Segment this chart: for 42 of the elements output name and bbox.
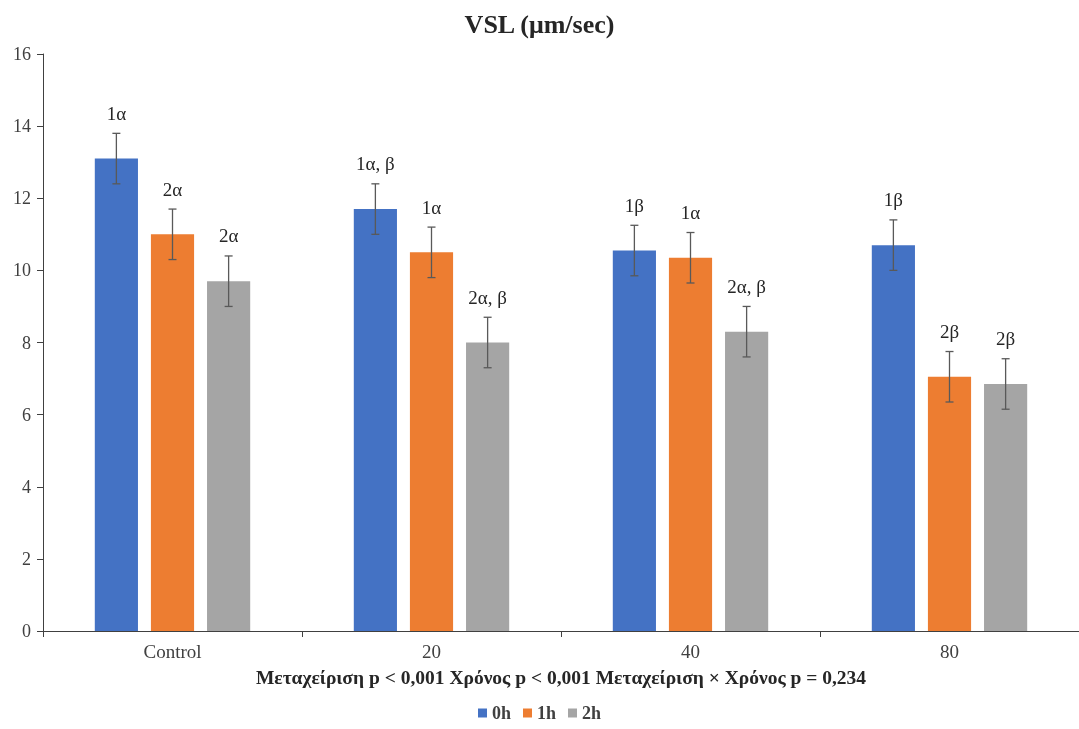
legend-label: 0h: [491, 703, 511, 723]
x-tick-label: 80: [940, 641, 959, 662]
x-tick-label: Control: [143, 641, 202, 662]
annotation: 2β: [996, 328, 1016, 350]
bar: [612, 250, 656, 631]
y-tick-label: 14: [13, 116, 31, 137]
bar: [668, 257, 713, 631]
bar: [94, 158, 138, 631]
annotation: 2β: [939, 321, 960, 343]
legend-label: 2h: [582, 703, 602, 723]
x-tick-label: 40: [681, 641, 700, 662]
annotation: 1α, β: [356, 153, 395, 175]
y-tick-label: 0: [22, 621, 31, 641]
annotation: 2α, β: [727, 275, 766, 297]
y-tick-label: 8: [22, 332, 31, 353]
bar: [927, 376, 972, 631]
annotation: 1α: [421, 196, 442, 218]
x-tick-label: 20: [422, 641, 441, 662]
bar: [871, 245, 915, 631]
y-tick-label: 4: [22, 476, 31, 497]
annotation: 1α: [106, 102, 127, 124]
annotation: 2α, β: [468, 286, 507, 308]
y-tick-label: 16: [13, 44, 31, 64]
bar: [984, 383, 1028, 631]
y-tick-label: 10: [13, 260, 31, 281]
y-tick-label: 2: [22, 548, 31, 569]
chart-title: VSL (μm/sec): [464, 9, 615, 39]
bar: [725, 331, 769, 631]
bar: [150, 234, 195, 631]
annotation: 1α: [680, 202, 701, 224]
legend-label: 1h: [536, 703, 557, 723]
bar: [353, 209, 397, 631]
x-axis-title: Μεταχείριση p < 0,001 Χρόνος p < 0,001 Μεταχείριση × Χρόνος p = 0,234: [255, 666, 867, 688]
annotation: 2α: [162, 178, 183, 200]
annotation: 2α: [218, 225, 239, 247]
y-tick-label: 6: [22, 404, 31, 425]
annotation: 1β: [883, 189, 903, 211]
bar: [466, 342, 510, 631]
bar: [207, 281, 251, 631]
annotation: 1β: [624, 194, 644, 216]
bar: [409, 252, 454, 631]
y-tick-label: 12: [13, 188, 31, 209]
